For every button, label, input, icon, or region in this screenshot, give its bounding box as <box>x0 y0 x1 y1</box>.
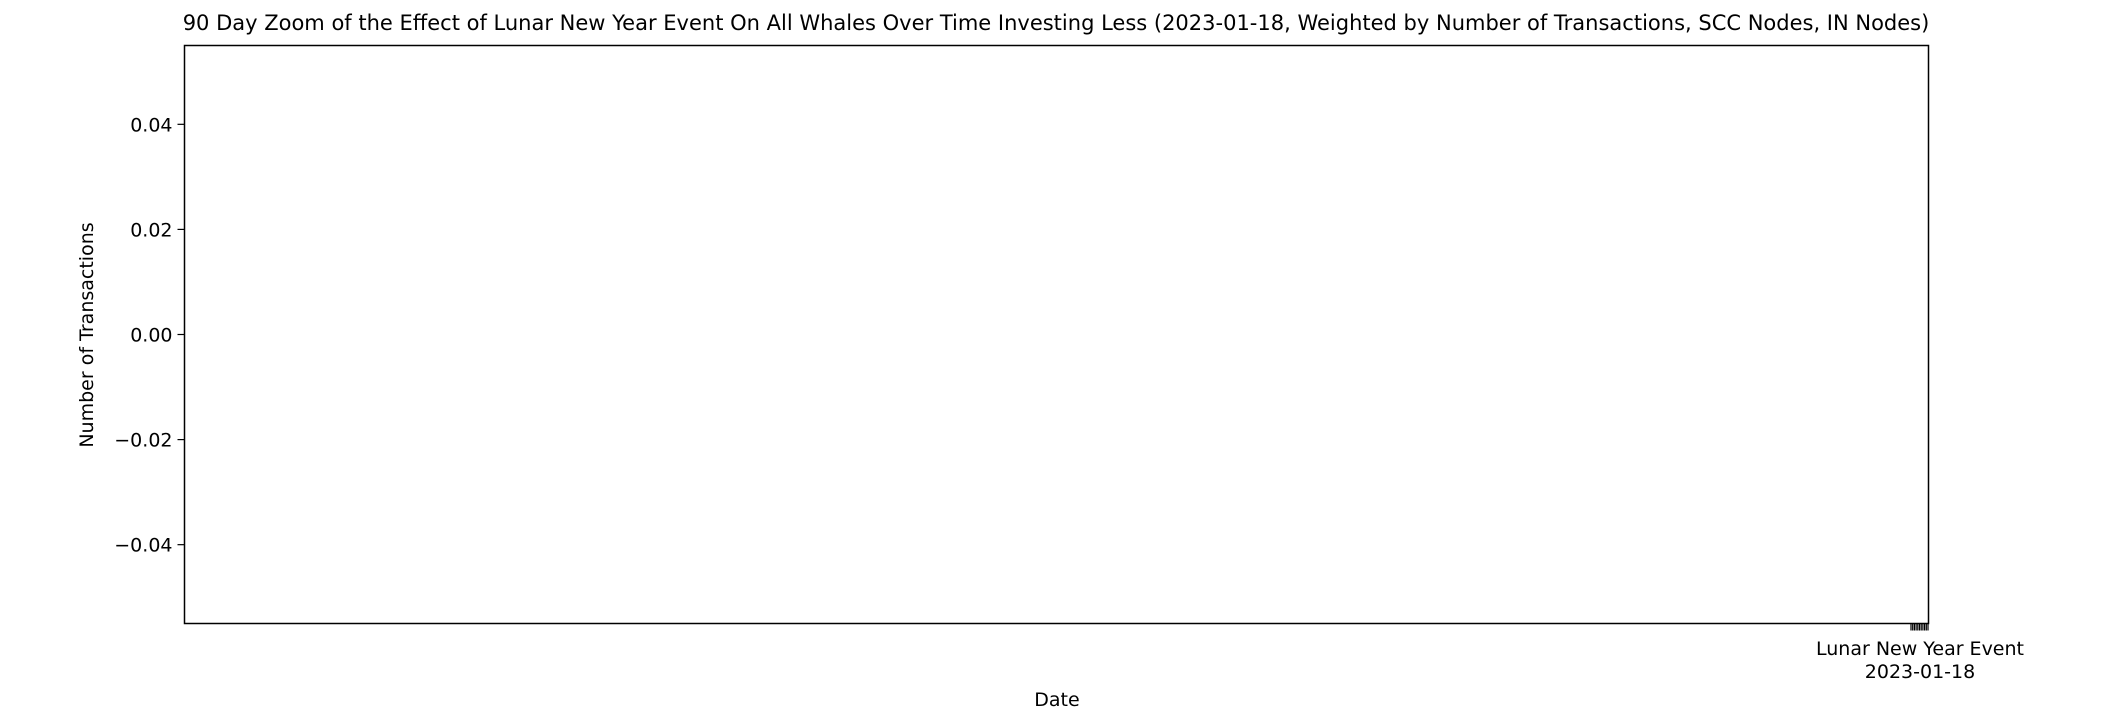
x-axis-tick-cluster <box>1910 623 1929 631</box>
y-tick-label: −0.02 <box>114 430 172 452</box>
event-date-tick-label: 2023-01-18 <box>1865 661 1975 683</box>
x-axis-label: Date <box>1034 689 1079 711</box>
y-tick-label: 0.02 <box>130 219 172 241</box>
y-axis-label: Number of Transactions <box>76 222 98 447</box>
y-tick-label: 0.04 <box>130 114 172 136</box>
chart-title: 90 Day Zoom of the Effect of Lunar New Y… <box>183 11 1930 35</box>
y-axis-ticks: 0.04 0.02 0.00 −0.02 −0.04 <box>114 114 185 557</box>
y-tick-label: 0.00 <box>130 325 172 347</box>
y-tick-label: −0.04 <box>114 535 172 557</box>
event-tick-label: Lunar New Year Event <box>1816 638 2024 660</box>
